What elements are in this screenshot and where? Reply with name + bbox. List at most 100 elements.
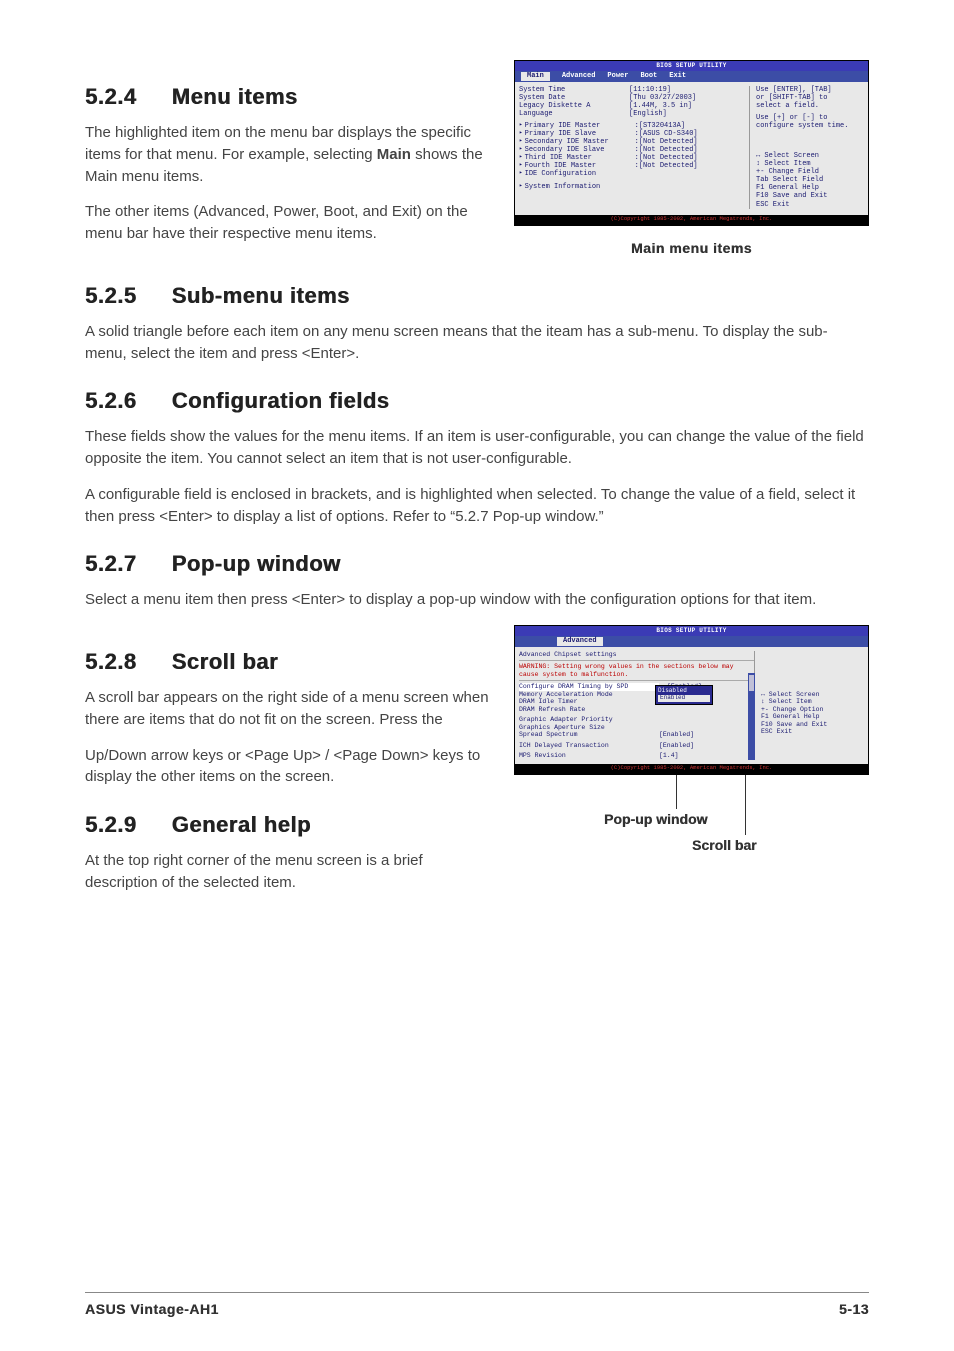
heading-title: General help (172, 812, 311, 837)
bios-help-key: F10 Save and Exit (756, 192, 864, 200)
heading-524: 5.2.4 Menu items (85, 84, 496, 110)
heading-num: 5.2.6 (85, 388, 165, 414)
bios-footer: (C)Copyright 1985-2002, American Megatre… (515, 764, 868, 774)
bios-sub-val: :[ASUS CD-S340] (635, 130, 743, 138)
bios-row-val: [11:10:19] (629, 86, 743, 94)
bios-help-key: +- Change Option (761, 706, 864, 713)
bios-row-label: Memory Acceleration Mode (519, 691, 659, 698)
bios-left: Advanced Chipset settings WARNING: Setti… (519, 651, 754, 760)
bios-row-val: [English] (629, 110, 743, 118)
heading-num: 5.2.5 (85, 283, 165, 309)
bios-tab-main: Main (521, 72, 550, 80)
bios-sub-label: IDE Configuration (525, 170, 635, 178)
bios-sub-label: Secondary IDE Master (525, 138, 635, 146)
bios-tabs: Advanced (515, 636, 868, 647)
footer-left: ASUS Vintage-AH1 (85, 1301, 219, 1317)
bios-row-label: Spread Spectrum (519, 731, 659, 738)
bios-footer: (C)Copyright 1985-2002, American Megatre… (515, 215, 868, 225)
bios-left-col: System Time[11:10:19] System Date[Thu 03… (519, 86, 749, 209)
heading-num: 5.2.9 (85, 812, 165, 838)
bios-row-label: System Time (519, 86, 629, 94)
bios-help-key: ESC Exit (761, 728, 864, 735)
bios-tab-boot: Boot (634, 72, 663, 80)
bios-row-label: System Date (519, 94, 629, 102)
bios-sub-label: Fourth IDE Master (525, 162, 635, 170)
bios-body: Advanced Chipset settings WARNING: Setti… (515, 647, 868, 764)
callout-popup-label: Pop-up window (604, 811, 707, 827)
bios-row-label: DRAM Idle Timer (519, 698, 578, 705)
heading-526: 5.2.6 Configuration fields (85, 388, 869, 414)
heading-num: 5.2.7 (85, 551, 165, 577)
bios-sub-val: :[ST320413A] (635, 122, 743, 130)
heading-528: 5.2.8 Scroll bar (85, 649, 496, 675)
para-527: Select a menu item then press <Enter> to… (85, 589, 869, 611)
heading-num: 5.2.8 (85, 649, 165, 675)
bios-main-caption: Main menu items (514, 240, 869, 256)
callout-line-popup (676, 775, 677, 809)
bios-help-line: Use [ENTER], [TAB] (756, 86, 864, 94)
heading-title: Scroll bar (172, 649, 278, 674)
bios-help-key: F10 Save and Exit (761, 721, 864, 728)
para-529: At the top right corner of the menu scre… (85, 850, 496, 894)
bios-row-val: [Thu 03/27/2003] (629, 94, 743, 102)
heading-title: Configuration fields (172, 388, 390, 413)
page-footer: ASUS Vintage-AH1 5-13 (85, 1301, 869, 1317)
bios-sub-val: :[Not Detected] (635, 138, 743, 146)
bios-tabs: Main Advanced Power Boot Exit (515, 71, 868, 82)
bios-sub-val: :[Not Detected] (635, 146, 743, 154)
bios-help: ↔ Select Screen ↕ Select Item +- Change … (754, 651, 864, 760)
callout-container: Pop-up window Scroll bar (514, 775, 869, 855)
bios-help-col: Use [ENTER], [TAB] or [SHIFT-TAB] to sel… (749, 86, 864, 209)
bios-help-key: ↕ Select Item (756, 160, 864, 168)
bios-sub-val: :[Not Detected] (635, 154, 743, 162)
bios-row-label: DRAM Refresh Rate (519, 706, 585, 713)
bios-sub-label: Primary IDE Master (525, 122, 635, 130)
heading-num: 5.2.4 (85, 84, 165, 110)
para-528b: Up/Down arrow keys or <Page Up> / <Page … (85, 745, 496, 789)
bios-help-line: Use [+] or [-] to (756, 114, 864, 122)
bios-help-key: ↔ Select Screen (756, 152, 864, 160)
bios-sub-label: Third IDE Master (525, 154, 635, 162)
bios-help-key: ESC Exit (756, 201, 864, 209)
bios-row-label: Configure DRAM Timing by SPD (519, 683, 659, 690)
bios-banner: BIOS SETUP UTILITY (515, 626, 868, 636)
bios-tab-power: Power (601, 72, 634, 80)
bios-help-key: Tab Select Field (756, 176, 864, 184)
bios-sub-label: Secondary IDE Slave (525, 146, 635, 154)
para-526a: These fields show the values for the men… (85, 426, 869, 470)
bios-tab-advanced: Advanced (557, 637, 603, 645)
heading-527: 5.2.7 Pop-up window (85, 551, 869, 577)
callout-scroll-label: Scroll bar (692, 837, 757, 853)
bios-row-label: Legacy Diskette A (519, 102, 629, 110)
callout-line-scroll (745, 775, 746, 835)
bios-row-label: Language (519, 110, 629, 118)
bios-sub-val: :[Not Detected] (635, 162, 743, 170)
bios-row-label: ICH Delayed Transaction (519, 742, 659, 749)
bios-warning: WARNING: Setting wrong values in the sec… (519, 663, 754, 681)
bios-tab-advanced: Advanced (556, 72, 602, 80)
bios-subheading: Advanced Chipset settings (519, 651, 754, 661)
para-526b: A configurable field is enclosed in brac… (85, 484, 869, 528)
bios-row-val: [Enabled] (659, 742, 694, 749)
heading-529: 5.2.9 General help (85, 812, 496, 838)
bios-row-label: MPS Revision (519, 752, 659, 759)
heading-525: 5.2.5 Sub-menu items (85, 283, 869, 309)
para-524b: The other items (Advanced, Power, Boot, … (85, 201, 496, 245)
bios-main-screenshot: BIOS SETUP UTILITY Main Advanced Power B… (514, 60, 869, 226)
bios-sub-label: Primary IDE Slave (525, 130, 635, 138)
para-525: A solid triangle before each item on any… (85, 321, 869, 365)
bios-row-label: Graphic Adapter Priority (519, 716, 613, 723)
bios-help-key: F1 General Help (761, 713, 864, 720)
bios-banner: BIOS SETUP UTILITY (515, 61, 868, 71)
bios-scrollbar (748, 673, 755, 760)
bios-help-key: ↔ Select Screen (761, 691, 864, 698)
scrollbar-thumb (749, 675, 754, 691)
bios-help-line: configure system time. (756, 122, 864, 130)
bios-help-line: or [SHIFT-TAB] to (756, 94, 864, 102)
heading-title: Sub-menu items (172, 283, 350, 308)
bios-help-key: F1 General Help (756, 184, 864, 192)
bios-popup: Disabled Enabled (655, 685, 713, 705)
bios-help-line: select a field. (756, 102, 864, 110)
heading-title: Pop-up window (172, 551, 341, 576)
footer-right: 5-13 (839, 1301, 869, 1317)
